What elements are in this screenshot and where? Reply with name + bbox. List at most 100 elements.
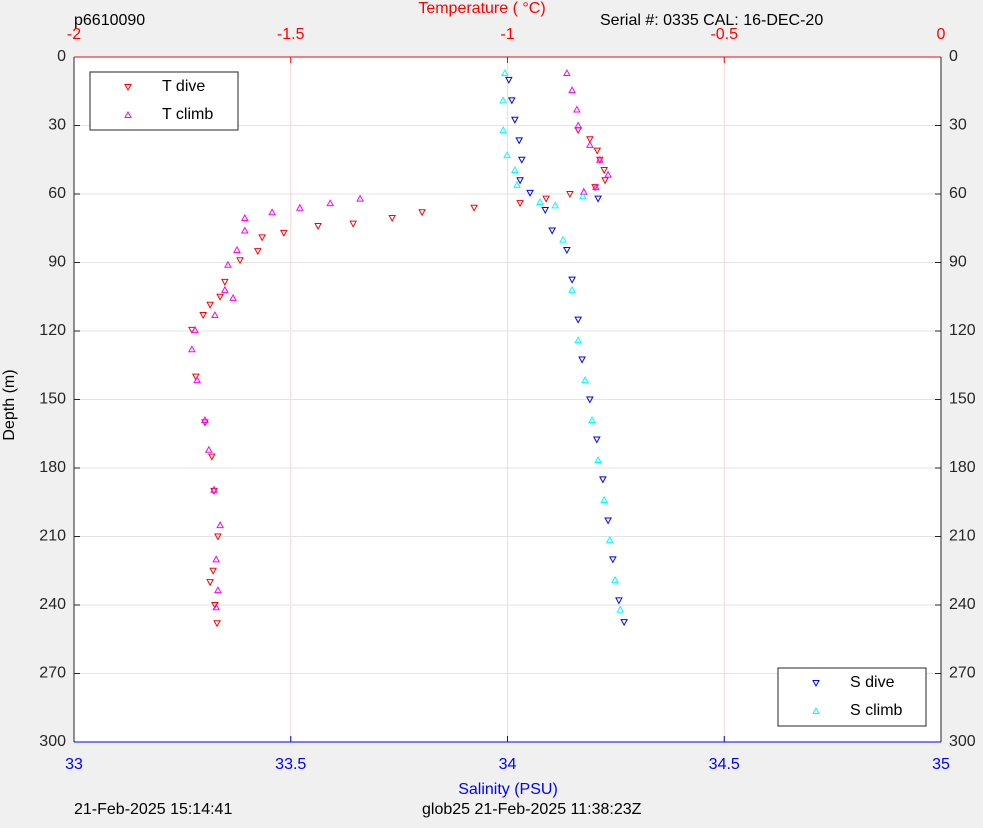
- y-tick-label: 30: [48, 117, 66, 134]
- x-tick-label: 35: [932, 756, 950, 773]
- legend-marker: [124, 110, 132, 118]
- data-point: [201, 416, 209, 424]
- data-point: [568, 285, 576, 293]
- x2-tick-label: 0: [937, 26, 946, 43]
- data-point: [616, 605, 625, 613]
- data-point: [224, 260, 232, 268]
- data-point: [499, 126, 508, 134]
- y-right-tick-label: 150: [949, 391, 976, 408]
- x-tick-label: 34.5: [709, 756, 740, 773]
- data-point: [296, 203, 304, 211]
- data-point: [615, 597, 623, 605]
- legend-box: [89, 71, 239, 131]
- y-right-tick-label: 30: [949, 117, 967, 134]
- data-point: [204, 445, 213, 453]
- y-right-tick-label: 210: [949, 528, 976, 545]
- y-tick-label: 300: [39, 733, 66, 750]
- data-point: [216, 521, 224, 529]
- data-point: [586, 396, 594, 404]
- data-point: [511, 116, 519, 124]
- data-point: [563, 68, 571, 76]
- data-point: [594, 195, 602, 203]
- data-point: [517, 156, 526, 164]
- data-point: [608, 556, 617, 564]
- y-right-tick-label: 180: [949, 459, 976, 476]
- x2-tick-label: -1: [500, 26, 514, 43]
- data-point: [563, 246, 571, 254]
- data-point: [593, 147, 602, 155]
- data-point: [574, 121, 583, 129]
- data-point: [568, 276, 576, 284]
- data-point: [595, 155, 604, 163]
- data-point: [600, 495, 609, 503]
- data-point: [253, 248, 262, 256]
- data-point: [604, 517, 612, 525]
- data-point: [213, 620, 221, 628]
- data-point: [193, 376, 201, 384]
- serial-text: Serial #: 0335 CAL: 16-DEC-20: [600, 12, 823, 29]
- y-right-tick-label: 90: [949, 254, 967, 271]
- data-point: [212, 603, 221, 611]
- legend-marker: [812, 680, 820, 688]
- data-point: [516, 177, 524, 185]
- y-tick-label: 270: [39, 665, 66, 682]
- data-point: [526, 189, 534, 197]
- legend-label: T dive: [162, 78, 205, 95]
- footer-mission: glob25 21-Feb-2025 11:38:23Z: [422, 801, 642, 818]
- data-point: [240, 213, 249, 221]
- data-point: [503, 151, 511, 159]
- data-point: [507, 97, 516, 105]
- x-tick-label: 33.5: [275, 756, 306, 773]
- y-tick-label: 0: [57, 48, 66, 65]
- data-point: [574, 316, 583, 324]
- data-point: [591, 184, 599, 192]
- data-point: [279, 229, 288, 237]
- legend-label: S dive: [850, 674, 895, 691]
- x-tick-label: 33: [65, 756, 83, 773]
- data-point: [188, 345, 196, 353]
- data-point: [511, 165, 519, 174]
- data-point: [513, 180, 521, 188]
- data-point: [600, 167, 609, 175]
- legend-marker: [124, 84, 132, 92]
- x-tick-label: 34: [499, 756, 517, 773]
- data-point: [191, 325, 199, 333]
- data-point: [592, 183, 600, 191]
- data-point: [611, 575, 619, 583]
- data-point: [326, 199, 335, 207]
- data-point: [548, 227, 556, 235]
- data-point: [210, 485, 218, 493]
- data-point: [578, 356, 586, 364]
- data-point: [581, 376, 589, 384]
- data-point: [206, 579, 214, 587]
- data-point: [418, 209, 426, 217]
- data-point: [579, 192, 587, 200]
- data-point: [586, 140, 594, 148]
- legend-label: T climb: [162, 106, 213, 123]
- y-tick-label: 60: [48, 185, 66, 202]
- data-point: [568, 86, 576, 94]
- x-axis-label: Salinity (PSU): [458, 781, 558, 798]
- data-point: [209, 567, 217, 575]
- data-point: [594, 455, 602, 464]
- y-axis-label: Depth (m): [1, 369, 18, 440]
- data-point: [268, 208, 276, 216]
- x2-tick-label: -2: [67, 26, 81, 43]
- data-point: [566, 191, 574, 199]
- data-point: [541, 206, 550, 215]
- data-point: [314, 222, 322, 231]
- data-point: [229, 293, 237, 301]
- y-tick-label: 240: [39, 596, 66, 613]
- data-point: [240, 226, 249, 234]
- data-point: [515, 137, 524, 145]
- y-right-tick-label: 60: [949, 185, 967, 202]
- data-point: [221, 285, 229, 293]
- data-point: [199, 312, 208, 320]
- y-tick-label: 210: [39, 528, 66, 545]
- y-tick-label: 120: [39, 322, 66, 339]
- data-point: [601, 177, 609, 185]
- data-point: [516, 200, 524, 208]
- data-point: [221, 278, 229, 286]
- data-point: [504, 76, 513, 84]
